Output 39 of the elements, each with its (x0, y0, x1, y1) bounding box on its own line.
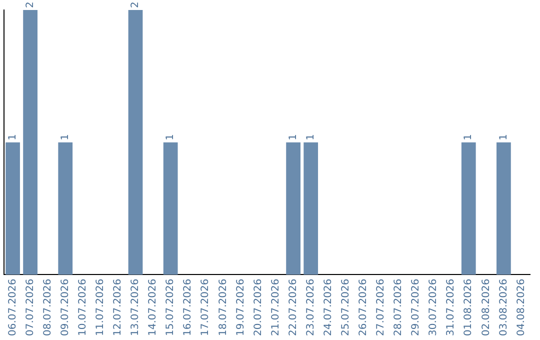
data-label: 1 (7, 134, 18, 140)
data-label: 1 (165, 134, 176, 140)
x-tick-label: 23.07.2026 (305, 278, 316, 336)
x-tick-label: 29.07.2026 (410, 278, 422, 336)
x-tick-label: 22.07.2026 (288, 278, 299, 336)
x-tick-label: 01.08.2026 (463, 278, 474, 336)
x-tick-label: 07.07.2026 (24, 278, 36, 336)
x-tick-label: 13.07.2026 (130, 278, 142, 336)
data-label: 1 (498, 134, 510, 140)
data-label: 1 (463, 134, 474, 140)
x-tick-label: 18.07.2026 (218, 278, 229, 336)
x-tick-label: 11.07.2026 (95, 278, 106, 336)
data-label: 1 (288, 134, 299, 140)
x-tick-label: 06.07.2026 (7, 278, 18, 336)
x-tick-label: 04.08.2026 (516, 278, 527, 336)
x-tick-label: 31.07.2026 (446, 278, 457, 336)
x-tick-label: 20.07.2026 (252, 278, 264, 336)
x-tick-label: 03.08.2026 (498, 278, 510, 336)
x-tick-label: 19.07.2026 (235, 278, 246, 336)
x-tick-label: 12.07.2026 (112, 278, 124, 336)
x-tick-label: 09.07.2026 (60, 278, 71, 336)
data-label: 1 (305, 134, 316, 140)
x-tick-label: 24.07.2026 (322, 278, 334, 336)
data-label: 2 (24, 2, 36, 8)
x-tick-label: 28.07.2026 (393, 278, 404, 336)
x-tick-label: 14.07.2026 (148, 278, 159, 336)
x-tick-label: 27.07.2026 (376, 278, 387, 336)
data-label: 2 (130, 2, 142, 8)
x-tick-label: 30.07.2026 (428, 278, 440, 336)
x-tick-label: 16.07.2026 (182, 278, 194, 336)
x-tick-label: 26.07.2026 (358, 278, 370, 336)
x-tick-label: 25.07.2026 (340, 278, 352, 336)
x-tick-label: 02.08.2026 (480, 278, 492, 336)
x-tick-label: 08.07.2026 (42, 278, 54, 336)
x-tick-label: 17.07.2026 (200, 278, 212, 336)
x-tick-label: 10.07.2026 (77, 278, 88, 336)
x-tick-label: 15.07.2026 (165, 278, 176, 336)
data-label: 1 (60, 134, 71, 140)
x-tick-label: 21.07.2026 (270, 278, 282, 336)
